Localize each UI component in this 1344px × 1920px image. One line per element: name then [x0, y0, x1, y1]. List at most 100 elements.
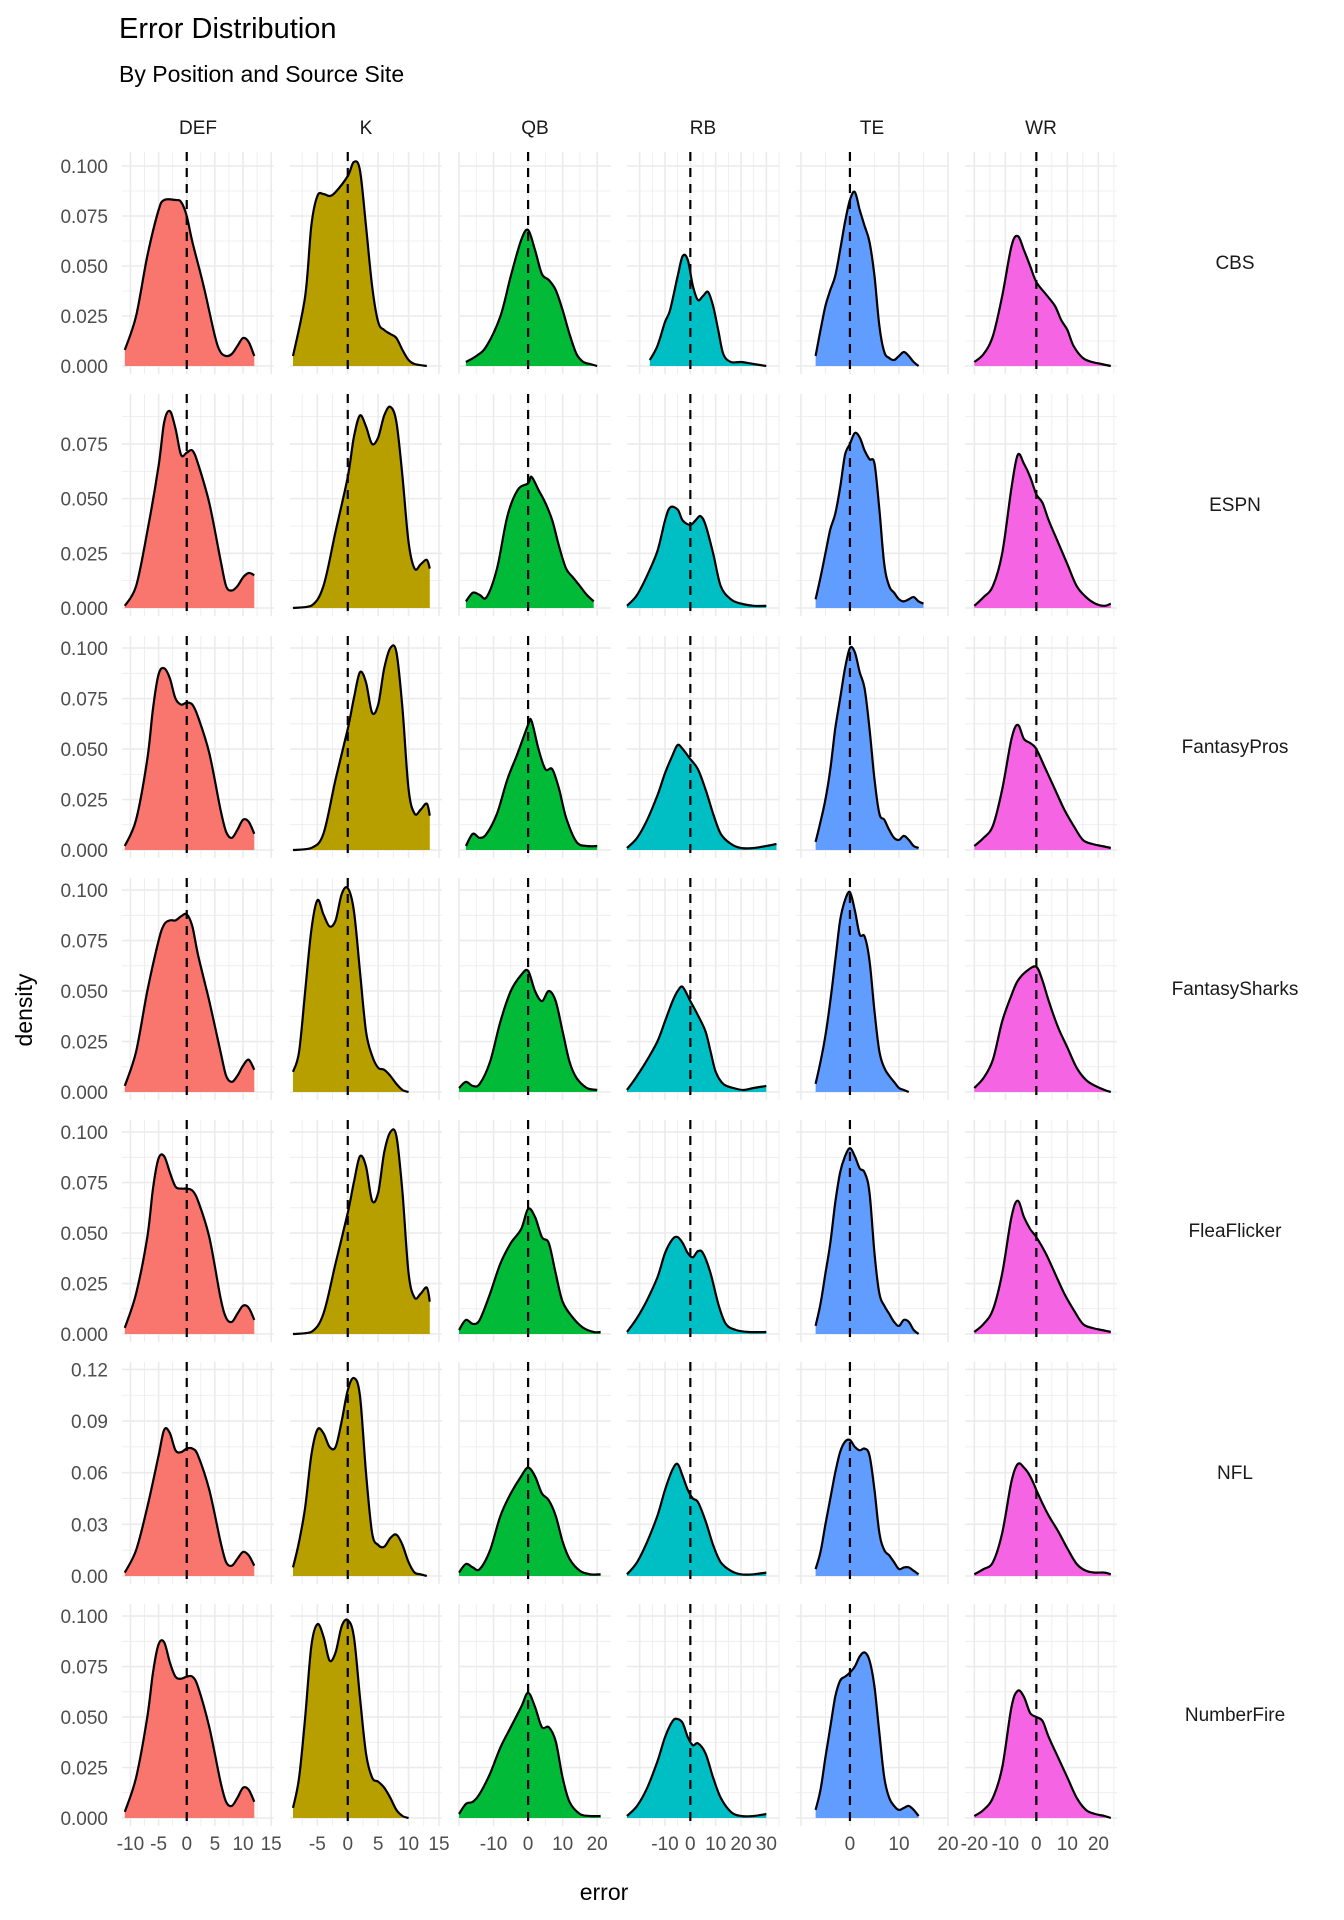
density-line: [292, 1128, 431, 1336]
density-area: [293, 1129, 430, 1334]
panel-CBS-TE: [796, 152, 949, 374]
panel-FleaFlicker-DEF: [122, 1120, 274, 1342]
panel-NFL-WR: [965, 1362, 1117, 1584]
y-tick-label: 0.075: [60, 1658, 108, 1679]
y-tick-label: 0.025: [60, 544, 108, 565]
density-area: [815, 1148, 919, 1334]
y-tick-label: 0.00: [71, 1567, 108, 1588]
y-tick-label: 0.050: [60, 1224, 108, 1245]
panel-NFL-DEF: [122, 1362, 274, 1584]
density-area: [465, 476, 594, 608]
y-tick-label: 0.050: [60, 982, 108, 1003]
density-line: [292, 644, 431, 852]
x-tick-label: 10: [232, 1834, 253, 1855]
row-strip-label: ESPN: [1209, 495, 1261, 516]
panel-CBS-K: [290, 152, 442, 374]
density-line: [464, 717, 598, 848]
x-tick-label: 10: [552, 1834, 573, 1855]
panel-FantasyPros-K: [290, 636, 442, 858]
y-tick-label: 0.000: [60, 1325, 108, 1346]
row-strip-label: NFL: [1217, 1463, 1253, 1484]
y-axis-title: density: [11, 973, 37, 1046]
column-strip-label: WR: [1025, 118, 1057, 139]
x-tick-label: -10: [117, 1834, 144, 1855]
density-area: [974, 1463, 1111, 1576]
density-area: [465, 229, 598, 366]
density-area: [124, 1154, 255, 1334]
panel-NumberFire-RB: [626, 1604, 780, 1826]
column-strip-label: K: [360, 118, 373, 139]
panel-ESPN-WR: [965, 394, 1117, 616]
density-area: [815, 891, 909, 1092]
panel-FantasyPros-RB: [626, 636, 780, 858]
y-tick-label: 0.025: [60, 1033, 108, 1054]
density-area: [293, 161, 427, 366]
density-line: [465, 228, 598, 368]
x-tick-label: 20: [1088, 1834, 1109, 1855]
density-line: [626, 985, 767, 1092]
density-line: [123, 912, 256, 1087]
x-tick-label: 0: [523, 1834, 534, 1855]
y-tick-label: 0.025: [60, 1759, 108, 1780]
density-line: [814, 431, 924, 605]
x-tick-label: 20: [937, 1834, 958, 1855]
panel-NumberFire-WR: [965, 1604, 1117, 1826]
panel-CBS-DEF: [122, 152, 274, 374]
row-strip-label: FleaFlicker: [1189, 1221, 1283, 1242]
density-area: [627, 1463, 767, 1576]
x-tick-label: 0: [1031, 1834, 1042, 1855]
chart-subtitle: By Position and Source Site: [119, 61, 404, 87]
panel-FleaFlicker-WR: [965, 1120, 1117, 1342]
y-tick-label: 0.100: [60, 639, 108, 660]
panel-FantasySharks-RB: [626, 878, 780, 1100]
x-tick-label: 0: [685, 1834, 696, 1855]
panel-FantasySharks-QB: [458, 878, 611, 1100]
density-area: [627, 744, 777, 850]
density-area: [124, 1640, 255, 1818]
density-area: [649, 254, 767, 366]
density-line: [291, 1618, 409, 1820]
y-tick-label: 0.100: [60, 157, 108, 178]
x-tick-label: 10: [1057, 1834, 1078, 1855]
density-area: [124, 199, 255, 366]
panel-FleaFlicker-RB: [626, 1120, 780, 1342]
density-area: [974, 453, 1111, 608]
density-area: [974, 1690, 1111, 1818]
density-line: [973, 452, 1112, 607]
panel-FantasyPros-QB: [458, 636, 611, 858]
x-tick-label: 5: [373, 1834, 384, 1855]
x-tick-label: 0: [181, 1834, 192, 1855]
density-area: [459, 1467, 601, 1576]
y-tick-label: 0.12: [71, 1360, 108, 1381]
x-tick-label: -5: [150, 1834, 167, 1855]
density-line: [973, 965, 1112, 1094]
y-tick-label: 0.000: [60, 1083, 108, 1104]
density-line: [814, 1147, 920, 1335]
panel-CBS-QB: [458, 152, 611, 374]
y-tick-label: 0.03: [71, 1515, 108, 1536]
x-tick-label: -20: [961, 1834, 988, 1855]
density-area: [293, 1619, 409, 1818]
y-tick-label: 0.09: [71, 1412, 108, 1433]
density-line: [648, 253, 767, 368]
density-area: [124, 410, 255, 608]
density-line: [465, 475, 595, 603]
x-tick-label: -10: [992, 1834, 1019, 1855]
x-tick-label: 15: [428, 1834, 449, 1855]
x-tick-label: -10: [651, 1834, 678, 1855]
panel-FantasyPros-TE: [796, 636, 949, 858]
density-area: [293, 1377, 427, 1576]
density-line: [458, 1207, 601, 1334]
y-tick-label: 0.100: [60, 1123, 108, 1144]
density-area: [815, 191, 919, 366]
panel-NumberFire-DEF: [122, 1604, 274, 1826]
facet-strips: DEF K QB RB TE WRCBS0.0000.0250.0500.0750.100…: [60, 118, 1298, 1855]
x-tick-label: 5: [210, 1834, 221, 1855]
density-line: [123, 1639, 256, 1813]
density-area: [627, 506, 767, 608]
panel-FantasyPros-WR: [965, 636, 1117, 858]
density-area: [465, 718, 598, 850]
density-area: [459, 1692, 601, 1818]
y-tick-label: 0.050: [60, 1708, 108, 1729]
